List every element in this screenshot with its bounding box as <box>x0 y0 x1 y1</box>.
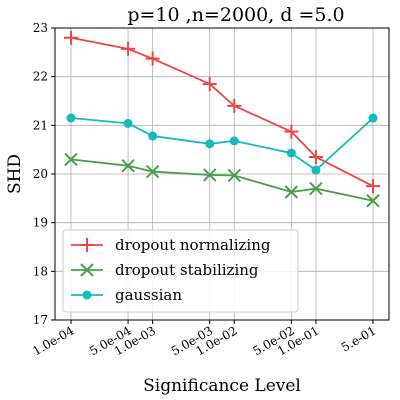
data-point <box>66 113 76 123</box>
legend-entry: dropout stabilizing <box>71 261 259 279</box>
y-tick-label: 21 <box>33 118 48 132</box>
legend-entry: dropout normalizing <box>71 236 271 254</box>
series-line <box>70 36 374 187</box>
data-point <box>145 51 160 66</box>
data-point <box>366 194 380 208</box>
data-point <box>64 30 78 45</box>
data-point <box>145 164 160 179</box>
series-0 <box>64 30 380 194</box>
y-tick-label: 19 <box>33 216 48 230</box>
y-tick-label: 17 <box>33 313 48 327</box>
data-point <box>205 139 215 149</box>
data-point <box>229 136 239 146</box>
plot-area-frame <box>54 27 390 321</box>
data-point <box>284 124 299 139</box>
data-point <box>368 113 378 123</box>
series-line <box>70 117 374 172</box>
data-point <box>202 76 217 91</box>
data-point <box>148 131 158 141</box>
data-point <box>64 152 78 167</box>
data-point <box>227 98 242 113</box>
x-tick-label: 5.e-01 <box>339 323 379 354</box>
data-point <box>308 149 323 164</box>
data-point <box>121 41 136 56</box>
y-tick-label: 23 <box>33 21 48 35</box>
grid <box>55 27 389 321</box>
data-point <box>309 181 323 196</box>
y-axis-label: SHD <box>5 154 25 194</box>
data-point <box>227 168 241 183</box>
legend-frame <box>62 229 299 313</box>
y-tick-label: 18 <box>33 264 48 278</box>
chart-title: p=10 ,n=2000, d =5.0 <box>127 4 344 26</box>
series-2 <box>66 113 378 175</box>
x-axis-label: Significance Level <box>143 376 301 396</box>
legend-marker <box>82 290 92 300</box>
data-point <box>284 185 299 199</box>
series-line <box>70 158 374 202</box>
legend-entry: gaussian <box>71 286 182 304</box>
legend: dropout normalizing dropout stabilizing ga… <box>62 229 299 313</box>
data-point <box>286 148 296 158</box>
legend-label: gaussian <box>115 286 182 304</box>
legend-label: dropout stabilizing <box>115 261 259 279</box>
data-point <box>366 179 380 194</box>
legend-marker <box>80 263 94 277</box>
data-point <box>311 165 321 175</box>
data-point <box>123 118 133 128</box>
data-point <box>203 168 217 182</box>
series-1 <box>64 152 380 208</box>
x-tick-label: 1.0e-04 <box>30 323 77 358</box>
data-point <box>121 159 135 173</box>
legend-marker <box>80 238 94 252</box>
series-layer <box>64 30 380 208</box>
y-tick-label: 20 <box>33 167 48 181</box>
y-tick-label: 22 <box>33 70 48 84</box>
legend-label: dropout normalizing <box>115 236 271 254</box>
